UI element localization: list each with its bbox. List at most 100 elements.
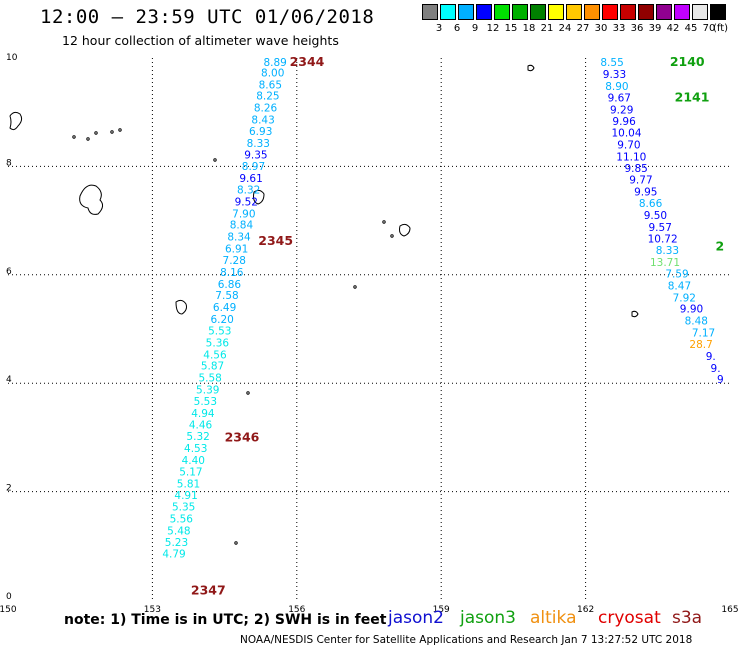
- wave-height-label: 8.25: [256, 91, 279, 103]
- wave-height-label: 7.58: [215, 290, 238, 302]
- satellite-cryosat: cryosat: [598, 608, 661, 628]
- wave-height-label: 5.87: [201, 361, 224, 373]
- pass-time-label: 2345: [258, 233, 293, 248]
- islet: [353, 285, 357, 289]
- wave-height-label: 8.84: [230, 220, 254, 232]
- wave-height-label: 7.59: [665, 269, 688, 281]
- legend-swatch: [710, 4, 726, 20]
- legend-swatch: [494, 4, 510, 20]
- wave-height-label: 8.26: [254, 103, 278, 115]
- wave-height-label: 11.10: [616, 151, 646, 163]
- wave-height-label: 9.57: [649, 222, 672, 234]
- wave-height-label: 9.: [706, 351, 716, 363]
- wave-height-label: 8.55: [600, 57, 623, 69]
- islet: [246, 391, 250, 395]
- wave-height-label: 8.66: [639, 198, 663, 210]
- wave-height-label: 8.47: [668, 280, 691, 292]
- wave-height-label: 5.23: [165, 537, 188, 549]
- wave-height-label: 5.35: [172, 502, 195, 514]
- island-outline: [253, 189, 265, 205]
- y-tick-label: 8: [6, 158, 12, 168]
- wave-height-label: 9.85: [624, 163, 647, 175]
- pass-time-label: 2141: [675, 89, 710, 104]
- wave-height-label: 4.56: [203, 349, 227, 361]
- legend-swatch: [602, 4, 618, 20]
- wave-height-label: 8.90: [605, 81, 628, 93]
- legend-swatch: [638, 4, 654, 20]
- y-tick-label: 10: [6, 53, 18, 63]
- legend-tick-label: 21: [540, 23, 554, 34]
- x-tick-label: 159: [433, 605, 450, 615]
- legend-tick-label: 30: [594, 23, 608, 34]
- x-tick-label: 153: [144, 605, 161, 615]
- islet: [110, 130, 114, 134]
- wave-height-label: 9.95: [634, 187, 657, 199]
- y-tick-label: 0: [6, 592, 12, 602]
- island-outline: [399, 223, 411, 237]
- legend-tick-label: 9: [471, 23, 479, 34]
- wave-height-label: 6.91: [225, 244, 248, 256]
- wave-height-label: 5.36: [206, 337, 230, 349]
- x-tick-label: 162: [577, 605, 594, 615]
- satellite-altika: altika: [530, 608, 577, 628]
- island-outline: [631, 310, 639, 318]
- wave-height-label: 5.56: [170, 513, 194, 525]
- legend-swatch: [656, 4, 672, 20]
- wave-height-label: 4.94: [191, 408, 215, 420]
- wave-height-label: 8.33: [247, 138, 270, 150]
- wave-height-label: 9.33: [603, 69, 626, 81]
- x-tick-label: 156: [288, 605, 305, 615]
- wave-height-label: 4.40: [182, 455, 205, 467]
- wave-height-label: 9.96: [612, 116, 636, 128]
- islet: [94, 131, 98, 135]
- wave-height-label: 7.92: [673, 292, 696, 304]
- legend-tick-label: 6: [453, 23, 461, 34]
- credit-line: NOAA/NESDIS Center for Satellite Applica…: [240, 634, 693, 646]
- wave-height-label: 6.20: [210, 314, 233, 326]
- legend-swatch: [548, 4, 564, 20]
- islet: [213, 158, 217, 162]
- wave-height-label: 9.90: [680, 304, 703, 316]
- wave-height-label: 5.17: [179, 466, 202, 478]
- wave-height-label: 6.93: [249, 126, 272, 138]
- legend-swatch: [584, 4, 600, 20]
- wave-height-label: 9.50: [644, 210, 667, 222]
- islet: [118, 128, 122, 132]
- wave-height-label: 9.29: [610, 104, 633, 116]
- legend-tick-label: 39: [648, 23, 662, 34]
- legend-swatch: [512, 4, 528, 20]
- legend-swatch: [674, 4, 690, 20]
- wave-height-label: 9.35: [244, 149, 267, 161]
- wave-height-label: 8.16: [220, 267, 244, 279]
- wave-height-label: 9.67: [608, 92, 631, 104]
- wave-height-label: 28.7: [689, 339, 712, 351]
- y-tick-label: 4: [6, 375, 12, 385]
- wave-height-label: 5.58: [198, 373, 221, 385]
- pass-time-label: 2344: [290, 54, 325, 69]
- legend-tick-label: 70: [702, 23, 716, 34]
- wave-height-label: 5.53: [208, 325, 231, 337]
- wave-height-label: 8.48: [685, 316, 708, 328]
- legend-swatch: [620, 4, 636, 20]
- islet: [382, 220, 386, 224]
- legend-swatch: [530, 4, 546, 20]
- wave-height-label: 9.: [711, 363, 721, 375]
- wave-height-label: 7.17: [692, 328, 715, 340]
- wave-height-label: 5.39: [196, 384, 219, 396]
- page-subtitle: 12 hour collection of altimeter wave hei…: [62, 33, 339, 48]
- wave-height-label: 4.46: [189, 420, 213, 432]
- wave-height-label: 9.70: [617, 140, 640, 152]
- legend-swatch: [476, 4, 492, 20]
- wave-height-label: 13.71: [650, 257, 680, 269]
- y-tick-label: 6: [6, 267, 12, 277]
- islet: [234, 541, 238, 545]
- wave-height-label: 6.86: [218, 279, 242, 291]
- x-tick-label: 150: [0, 605, 17, 615]
- wave-height-label: 8.65: [259, 79, 282, 91]
- wave-height-label: 5.81: [177, 478, 200, 490]
- pass-time-label: 2346: [225, 430, 260, 445]
- pass-time-label: 2140: [670, 54, 705, 69]
- pass-time-label: 2: [716, 238, 725, 253]
- islet: [390, 234, 394, 238]
